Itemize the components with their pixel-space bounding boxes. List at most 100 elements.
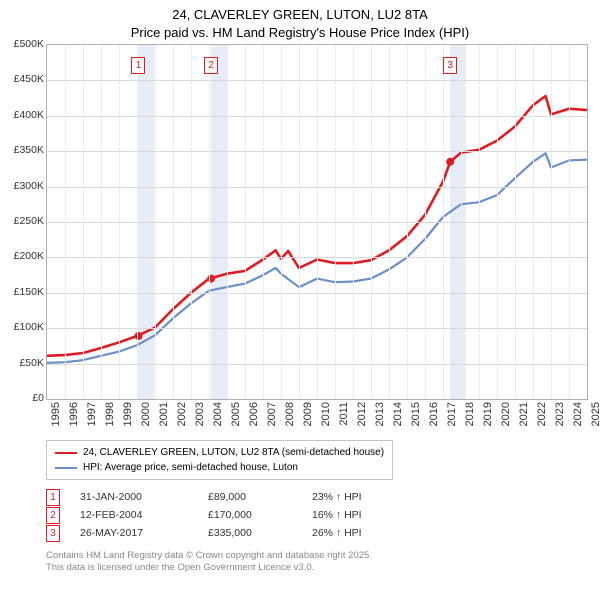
y-axis-label: £400K	[0, 109, 44, 121]
y-axis-label: £500K	[0, 38, 44, 50]
title-line-1: 24, CLAVERLEY GREEN, LUTON, LU2 8TA	[172, 7, 428, 22]
footer-attribution: Contains HM Land Registry data © Crown c…	[46, 550, 372, 575]
x-axis-label: 2011	[338, 402, 350, 426]
legend-label: 24, CLAVERLEY GREEN, LUTON, LU2 8TA (sem…	[83, 445, 384, 460]
x-axis-label: 2017	[446, 402, 458, 426]
event-row: 3 26-MAY-2017£335,00026% ↑ HPI	[46, 524, 362, 542]
x-axis-label: 1998	[104, 402, 116, 426]
x-axis-label: 2025	[590, 402, 600, 426]
event-date: 26-MAY-2017	[80, 527, 208, 539]
gridline-v	[83, 45, 84, 399]
legend-swatch	[55, 452, 77, 454]
gridline-v	[263, 45, 264, 399]
x-axis-label: 2021	[518, 402, 530, 426]
gridline-v	[533, 45, 534, 399]
x-axis-label: 2022	[536, 402, 548, 426]
gridline-v	[497, 45, 498, 399]
gridline-v	[515, 45, 516, 399]
event-row: 2 12-FEB-2004£170,00016% ↑ HPI	[46, 506, 362, 524]
gridline-v	[407, 45, 408, 399]
legend: 24, CLAVERLEY GREEN, LUTON, LU2 8TA (sem…	[46, 440, 393, 480]
x-axis-label: 2019	[482, 402, 494, 426]
y-axis-label: £150K	[0, 286, 44, 298]
gridline-v	[101, 45, 102, 399]
x-axis-label: 2005	[230, 402, 242, 426]
event-number-box: 1	[46, 489, 60, 506]
gridline-v	[389, 45, 390, 399]
gridline-v	[353, 45, 354, 399]
gridline-v	[227, 45, 228, 399]
x-axis-label: 1999	[122, 402, 134, 426]
gridline-v	[137, 45, 138, 399]
x-axis-label: 2007	[266, 402, 278, 426]
x-axis-label: 1996	[68, 402, 80, 426]
legend-row: HPI: Average price, semi-detached house,…	[55, 460, 384, 475]
x-axis-label: 2023	[554, 402, 566, 426]
x-axis-label: 1995	[50, 402, 62, 426]
event-date: 31-JAN-2000	[80, 491, 208, 503]
x-axis-label: 2009	[302, 402, 314, 426]
x-axis-label: 2001	[158, 402, 170, 426]
x-axis-label: 2020	[500, 402, 512, 426]
legend-label: HPI: Average price, semi-detached house,…	[83, 460, 298, 475]
event-price: £89,000	[208, 491, 312, 503]
legend-row: 24, CLAVERLEY GREEN, LUTON, LU2 8TA (sem…	[55, 445, 384, 460]
event-number-box: 2	[46, 507, 60, 524]
x-axis-label: 2016	[428, 402, 440, 426]
x-axis-label: 2015	[410, 402, 422, 426]
plot-area: 123	[46, 44, 588, 400]
gridline-v	[479, 45, 480, 399]
gridline-v	[461, 45, 462, 399]
gridline-v	[335, 45, 336, 399]
gridline-v	[209, 45, 210, 399]
x-axis-label: 2013	[374, 402, 386, 426]
event-number-box: 3	[46, 525, 60, 542]
footer-line-2: This data is licensed under the Open Gov…	[46, 562, 314, 573]
event-marker-1: 1	[131, 57, 145, 74]
gridline-v	[425, 45, 426, 399]
y-axis-label: £300K	[0, 180, 44, 192]
chart-title: 24, CLAVERLEY GREEN, LUTON, LU2 8TA Pric…	[0, 0, 600, 41]
x-axis-label: 2008	[284, 402, 296, 426]
event-marker-3: 3	[443, 57, 457, 74]
x-axis-label: 2004	[212, 402, 224, 426]
y-axis-label: £250K	[0, 215, 44, 227]
event-dot-1	[135, 332, 143, 340]
event-price: £335,000	[208, 527, 312, 539]
gridline-v	[245, 45, 246, 399]
x-axis-label: 2010	[320, 402, 332, 426]
x-axis-label: 2018	[464, 402, 476, 426]
x-axis-label: 2014	[392, 402, 404, 426]
event-pct: 16% ↑ HPI	[312, 509, 362, 521]
gridline-v	[569, 45, 570, 399]
event-date: 12-FEB-2004	[80, 509, 208, 521]
x-axis-label: 2012	[356, 402, 368, 426]
y-axis-label: £450K	[0, 73, 44, 85]
event-pct: 23% ↑ HPI	[312, 491, 362, 503]
gridline-v	[371, 45, 372, 399]
gridline-v	[65, 45, 66, 399]
x-axis-label: 2024	[572, 402, 584, 426]
x-axis-label: 2000	[140, 402, 152, 426]
chart-container: { "title_line1": "24, CLAVERLEY GREEN, L…	[0, 0, 600, 590]
legend-swatch	[55, 467, 77, 469]
y-axis-label: £100K	[0, 321, 44, 333]
event-pct: 26% ↑ HPI	[312, 527, 362, 539]
x-axis-label: 2002	[176, 402, 188, 426]
x-axis-label: 2003	[194, 402, 206, 426]
gridline-v	[173, 45, 174, 399]
gridline-v	[155, 45, 156, 399]
gridline-v	[119, 45, 120, 399]
footer-line-1: Contains HM Land Registry data © Crown c…	[46, 550, 372, 561]
event-table: 1 31-JAN-2000£89,00023% ↑ HPI 2 12-FEB-2004…	[46, 488, 362, 542]
y-axis-label: £50K	[0, 357, 44, 369]
x-axis-label: 2006	[248, 402, 260, 426]
x-axis-label: 1997	[86, 402, 98, 426]
event-price: £170,000	[208, 509, 312, 521]
y-axis-label: £200K	[0, 250, 44, 262]
gridline-v	[551, 45, 552, 399]
y-axis-label: £350K	[0, 144, 44, 156]
gridline-v	[191, 45, 192, 399]
event-dot-3	[446, 158, 454, 166]
y-axis-label: £0	[0, 392, 44, 404]
